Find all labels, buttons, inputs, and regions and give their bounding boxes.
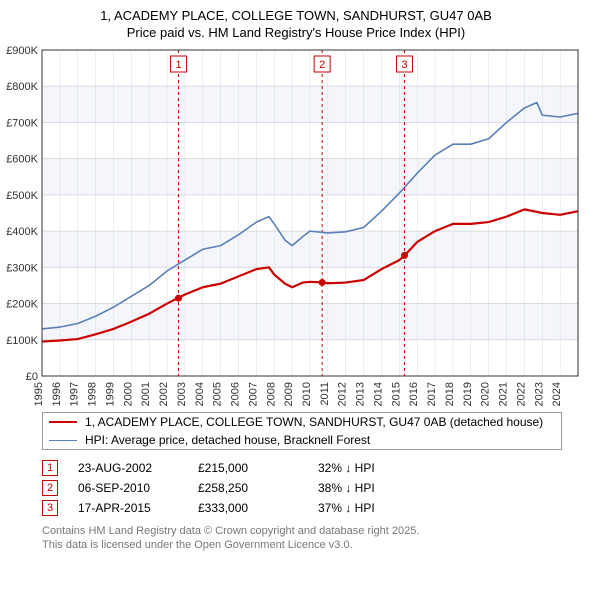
y-tick-label: £0	[26, 371, 38, 383]
y-tick-label: £200K	[6, 299, 38, 311]
legend-label: 1, ACADEMY PLACE, COLLEGE TOWN, SANDHURS…	[85, 415, 543, 429]
attribution-footer: Contains HM Land Registry data © Crown c…	[42, 524, 586, 553]
y-tick-label: £100K	[6, 335, 38, 347]
x-tick-label: 2011	[319, 382, 331, 406]
x-tick-label: 2008	[265, 382, 277, 406]
marker-point-1	[175, 295, 182, 302]
x-tick-label: 2013	[355, 382, 367, 406]
legend-row: 1, ACADEMY PLACE, COLLEGE TOWN, SANDHURS…	[43, 413, 561, 431]
marker-row-pct: 32% ↓ HPI	[318, 461, 418, 475]
chart-title-line2: Price paid vs. HM Land Registry's House …	[6, 25, 586, 40]
y-tick-label: £400K	[6, 226, 38, 238]
legend-row: HPI: Average price, detached house, Brac…	[43, 431, 561, 449]
marker-row-num: 3	[42, 500, 58, 516]
x-tick-label: 2012	[337, 382, 349, 406]
marker-row-pct: 37% ↓ HPI	[318, 501, 418, 515]
x-tick-label: 2005	[212, 382, 224, 406]
x-tick-label: 2009	[283, 382, 295, 406]
marker-row: 1 23-AUG-2002£215,00032% ↓ HPI	[42, 458, 586, 478]
x-tick-label: 2015	[390, 382, 402, 406]
legend-label: HPI: Average price, detached house, Brac…	[85, 433, 370, 447]
marker-row-date: 17-APR-2015	[78, 501, 198, 515]
x-tick-label: 2004	[194, 382, 206, 406]
x-tick-label: 2014	[372, 382, 384, 406]
chart-area: 1 2 3 £0 £100K £200K £300K £400K £500K £600K £700K…	[6, 46, 586, 406]
y-tick-label: £500K	[6, 190, 38, 202]
marker-row-date: 06-SEP-2010	[78, 481, 198, 495]
x-tick-label: 2003	[176, 382, 188, 406]
x-tick-label: 2021	[498, 382, 510, 406]
legend-swatch	[49, 421, 77, 423]
marker-num-3: 3	[401, 59, 407, 71]
marker-row-num: 2	[42, 480, 58, 496]
x-tick-label: 2002	[158, 382, 170, 406]
marker-row: 2 06-SEP-2010£258,25038% ↓ HPI	[42, 478, 586, 498]
x-tick-label: 1999	[104, 382, 116, 406]
x-tick-label: 2018	[444, 382, 456, 406]
x-tick-label: 1995	[33, 382, 45, 406]
legend-swatch	[49, 440, 77, 441]
marker-row-price: £258,250	[198, 481, 318, 495]
x-tick-label: 2006	[230, 382, 242, 406]
marker-row-price: £333,000	[198, 501, 318, 515]
x-tick-label: 1998	[87, 382, 99, 406]
marker-table: 1 23-AUG-2002£215,00032% ↓ HPI 2 06-SEP-201…	[42, 458, 586, 518]
marker-row: 3 17-APR-2015£333,00037% ↓ HPI	[42, 498, 586, 518]
x-tick-label: 2022	[515, 382, 527, 406]
x-tick-label: 2001	[140, 382, 152, 406]
marker-num-2: 2	[319, 59, 325, 71]
x-tick-label: 2010	[301, 382, 313, 406]
y-tick-label: £300K	[6, 262, 38, 274]
x-tick-label: 2023	[533, 382, 545, 406]
marker-point-2	[319, 279, 326, 286]
y-tick-label: £900K	[6, 46, 38, 57]
x-tick-label: 2017	[426, 382, 438, 406]
marker-row-price: £215,000	[198, 461, 318, 475]
x-tick-label: 2000	[122, 382, 134, 406]
chart-title-line1: 1, ACADEMY PLACE, COLLEGE TOWN, SANDHURS…	[6, 8, 586, 23]
x-tick-label: 2024	[551, 382, 563, 406]
marker-row-date: 23-AUG-2002	[78, 461, 198, 475]
y-tick-label: £600K	[6, 154, 38, 166]
x-tick-label: 1996	[51, 382, 63, 406]
line-chart-svg: 1 2 3 £0 £100K £200K £300K £400K £500K £600K £700K…	[6, 46, 586, 406]
legend: 1, ACADEMY PLACE, COLLEGE TOWN, SANDHURS…	[42, 412, 562, 450]
x-tick-label: 2016	[408, 382, 420, 406]
marker-num-1: 1	[175, 59, 181, 71]
y-tick-label: £800K	[6, 81, 38, 93]
x-tick-label: 1997	[69, 382, 81, 406]
footer-line2: This data is licensed under the Open Gov…	[42, 538, 586, 552]
x-tick-label: 2007	[247, 382, 259, 406]
y-tick-label: £700K	[6, 117, 38, 129]
x-tick-label: 2019	[462, 382, 474, 406]
marker-row-num: 1	[42, 460, 58, 476]
footer-line1: Contains HM Land Registry data © Crown c…	[42, 524, 586, 538]
marker-point-3	[401, 252, 408, 259]
x-tick-label: 2020	[480, 382, 492, 406]
marker-row-pct: 38% ↓ HPI	[318, 481, 418, 495]
